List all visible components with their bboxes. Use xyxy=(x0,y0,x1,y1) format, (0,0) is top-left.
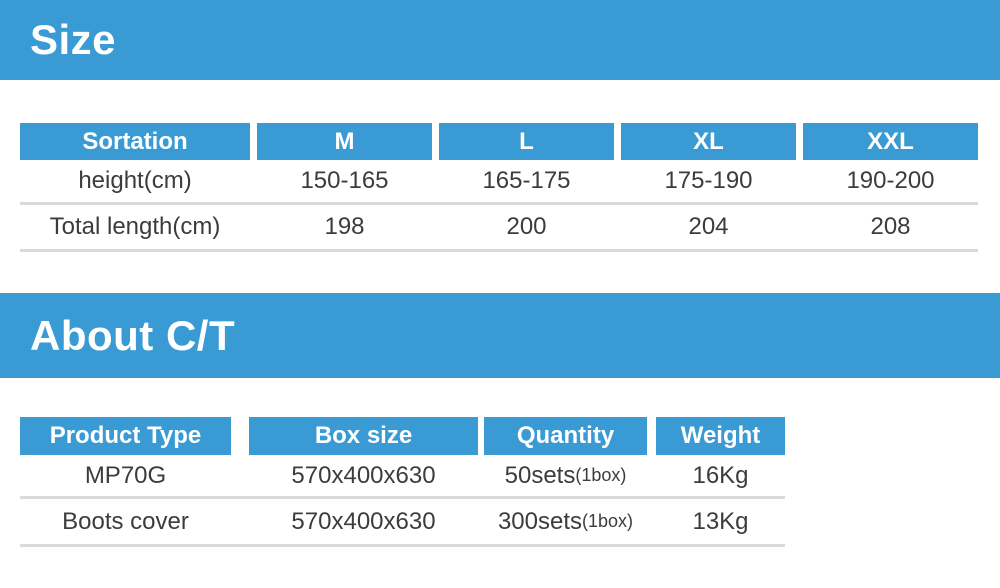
carton-table: Product Type Box size Quantity Weight MP… xyxy=(20,417,785,547)
header-cell-weight: Weight xyxy=(656,417,785,455)
size-section-title: Size xyxy=(30,16,117,63)
table-cell: 198 xyxy=(324,213,365,240)
size-table: Sortation M L XL XXL height(cm) 150-165 … xyxy=(20,123,978,252)
header-cell-quantity: Quantity xyxy=(484,417,647,455)
table-cell: 16Kg xyxy=(692,461,749,489)
table-cell: 200 xyxy=(506,213,547,240)
header-cell-box-size: Box size xyxy=(249,417,478,455)
row-label: Boots cover xyxy=(62,507,189,535)
size-table-header-row: Sortation M L XL XXL xyxy=(20,123,978,160)
table-cell: 204 xyxy=(688,213,729,240)
header-cell-sortation: Sortation xyxy=(20,123,250,160)
table-cell: 175-190 xyxy=(664,167,753,194)
table-row-total-length: Total length(cm) 198 200 204 208 xyxy=(20,205,978,252)
table-cell: 570x400x630 xyxy=(291,507,436,535)
table-cell-quantity: 300sets (1box) xyxy=(484,499,647,544)
table-cell: 208 xyxy=(870,213,911,240)
header-cell-l: L xyxy=(439,123,614,160)
table-cell: 190-200 xyxy=(846,167,935,194)
about-ct-section-title: About C/T xyxy=(30,311,236,359)
about-ct-section-banner: About C/T xyxy=(0,293,1000,378)
quantity-value: 300sets xyxy=(497,507,583,535)
size-section-banner: Size xyxy=(0,0,1000,80)
quantity-suffix: (1box) xyxy=(582,511,634,531)
table-cell: 570x400x630 xyxy=(291,461,436,489)
table-cell: 165-175 xyxy=(482,167,571,194)
table-cell: 13Kg xyxy=(692,507,749,535)
table-cell-quantity: 50sets (1box) xyxy=(484,455,647,496)
row-label: MP70G xyxy=(84,461,167,489)
header-cell-xxl: XXL xyxy=(803,123,978,160)
header-cell-product-type: Product Type xyxy=(20,417,231,455)
row-label: height(cm) xyxy=(78,167,192,194)
quantity-suffix: (1box) xyxy=(575,465,627,485)
row-label: Total length(cm) xyxy=(49,213,221,240)
carton-table-header-row: Product Type Box size Quantity Weight xyxy=(20,417,785,455)
table-cell: 150-165 xyxy=(300,167,389,194)
header-cell-xl: XL xyxy=(621,123,796,160)
quantity-value: 50sets xyxy=(504,461,576,489)
table-row-boots-cover: Boots cover 570x400x630 300sets (1box) 13… xyxy=(20,499,785,547)
table-row-height: height(cm) 150-165 165-175 175-190 190-2… xyxy=(20,160,978,205)
header-cell-m: M xyxy=(257,123,432,160)
table-row-mp70g: MP70G 570x400x630 50sets (1box) 16Kg xyxy=(20,455,785,499)
